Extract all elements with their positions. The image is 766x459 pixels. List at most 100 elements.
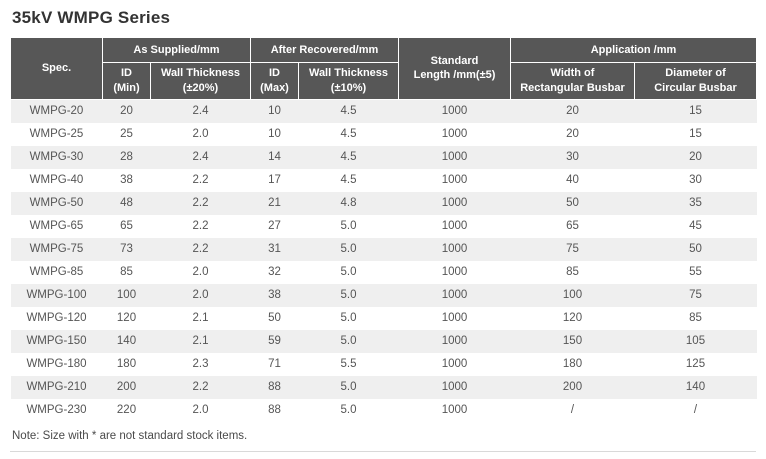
header-after-recovered: After Recovered/mm: [250, 37, 399, 63]
value-cell: 200: [116, 381, 137, 394]
spec-cell: WMPG-65: [29, 220, 84, 233]
spec-cell: WMPG-100: [26, 289, 87, 302]
value-cell: 4.5: [340, 174, 357, 187]
value-cell: 1000: [441, 358, 468, 371]
table-row: WMPG-75 73 2.2 31 5.0 1000 75 50: [10, 237, 757, 261]
table-row: WMPG-20 20 2.4 10 4.5 1000 20 15: [10, 99, 757, 123]
value-cell: 1000: [441, 105, 468, 118]
value-cell: 65: [566, 220, 579, 233]
header-spec: Spec.: [10, 37, 103, 100]
table-row: WMPG-25 25 2.0 10 4.5 1000 20 15: [10, 122, 757, 146]
value-cell: 180: [116, 358, 137, 371]
value-cell: 5.0: [340, 381, 357, 394]
spec-cell: WMPG-20: [29, 105, 84, 118]
spec-table: Spec. As Supplied/mm After Recovered/mm …: [10, 37, 757, 422]
value-cell: 15: [689, 105, 702, 118]
value-cell: 5.0: [340, 289, 357, 302]
value-cell: 5.5: [340, 358, 357, 371]
value-cell: 20: [566, 105, 579, 118]
value-cell: 2.0: [192, 289, 209, 302]
header-wall-thickness-10: Wall Thickness (±10%): [298, 62, 399, 100]
value-cell: 2.2: [192, 381, 209, 394]
value-cell: 5.0: [340, 220, 357, 233]
value-cell: 20: [120, 105, 133, 118]
value-cell: 100: [562, 289, 583, 302]
value-cell: 2.2: [192, 220, 209, 233]
spec-cell: WMPG-25: [29, 128, 84, 141]
table-body: WMPG-20 20 2.4 10 4.5 1000 20 15 WMPG-25 25 2.0 10 4…: [10, 99, 757, 422]
table-row: WMPG-85 85 2.0 32 5.0 1000 85 55: [10, 260, 757, 284]
table-row: WMPG-65 65 2.2 27 5.0 1000 65 45: [10, 214, 757, 238]
value-cell: 140: [116, 335, 137, 348]
value-cell: 120: [562, 312, 583, 325]
value-cell: 100: [116, 289, 137, 302]
value-cell: 50: [268, 312, 281, 325]
value-cell: 1000: [441, 128, 468, 141]
value-cell: 5.0: [340, 335, 357, 348]
value-cell: 30: [689, 174, 702, 187]
value-cell: 20: [689, 151, 702, 164]
header-width-rectangular: Width of Rectangular Busbar: [510, 62, 635, 100]
header-group-row: Spec. As Supplied/mm After Recovered/mm …: [10, 37, 757, 100]
value-cell: 2.1: [192, 335, 209, 348]
value-cell: 28: [120, 151, 133, 164]
value-cell: 5.0: [340, 312, 357, 325]
table-row: WMPG-210 200 2.2 88 5.0 1000 200 140: [10, 375, 757, 399]
value-cell: 1000: [441, 404, 468, 417]
spec-cell: WMPG-230: [26, 404, 87, 417]
value-cell: 1000: [441, 174, 468, 187]
spec-cell: WMPG-120: [26, 312, 87, 325]
spec-cell: WMPG-85: [29, 266, 84, 279]
value-cell: 31: [268, 243, 281, 256]
value-cell: 1000: [441, 151, 468, 164]
table-row: WMPG-120 120 2.1 50 5.0 1000 120 85: [10, 306, 757, 330]
value-cell: 2.0: [192, 128, 209, 141]
value-cell: 50: [566, 197, 579, 210]
value-cell: 73: [120, 243, 133, 256]
value-cell: 17: [268, 174, 281, 187]
table-row: WMPG-180 180 2.3 71 5.5 1000 180 125: [10, 352, 757, 376]
value-cell: 65: [120, 220, 133, 233]
value-cell: 71: [268, 358, 281, 371]
value-cell: 85: [566, 266, 579, 279]
value-cell: 220: [116, 404, 137, 417]
value-cell: 85: [120, 266, 133, 279]
value-cell: 14: [268, 151, 281, 164]
value-cell: 150: [562, 335, 583, 348]
value-cell: 1000: [441, 312, 468, 325]
value-cell: 38: [268, 289, 281, 302]
value-cell: 5.0: [340, 266, 357, 279]
value-cell: 105: [685, 335, 706, 348]
spec-cell: WMPG-30: [29, 151, 84, 164]
value-cell: 88: [268, 381, 281, 394]
value-cell: 10: [268, 105, 281, 118]
value-cell: 2.0: [192, 266, 209, 279]
value-cell: 120: [116, 312, 137, 325]
value-cell: 1000: [441, 243, 468, 256]
value-cell: 4.8: [340, 197, 357, 210]
value-cell: 4.5: [340, 151, 357, 164]
value-cell: 10: [268, 128, 281, 141]
value-cell: 55: [689, 266, 702, 279]
header-id-min: ID (Min): [102, 62, 151, 100]
value-cell: 5.0: [340, 243, 357, 256]
value-cell: 45: [689, 220, 702, 233]
header-standard-length: Standard Length /mm(±5): [398, 37, 511, 100]
header-as-supplied: As Supplied/mm: [102, 37, 251, 63]
value-cell: 2.2: [192, 197, 209, 210]
value-cell: 4.5: [340, 105, 357, 118]
table-row: WMPG-230 220 2.0 88 5.0 1000 / /: [10, 398, 757, 422]
table-row: WMPG-150 140 2.1 59 5.0 1000 150 105: [10, 329, 757, 353]
value-cell: /: [570, 404, 575, 417]
value-cell: 38: [120, 174, 133, 187]
value-cell: 180: [562, 358, 583, 371]
spec-cell: WMPG-50: [29, 197, 84, 210]
header-id-max: ID (Max): [250, 62, 299, 100]
spec-cell: WMPG-180: [26, 358, 87, 371]
table-header: Spec. As Supplied/mm After Recovered/mm …: [10, 37, 757, 100]
spec-cell: WMPG-210: [26, 381, 87, 394]
value-cell: 20: [566, 128, 579, 141]
value-cell: 32: [268, 266, 281, 279]
value-cell: 40: [566, 174, 579, 187]
value-cell: 2.4: [192, 151, 209, 164]
